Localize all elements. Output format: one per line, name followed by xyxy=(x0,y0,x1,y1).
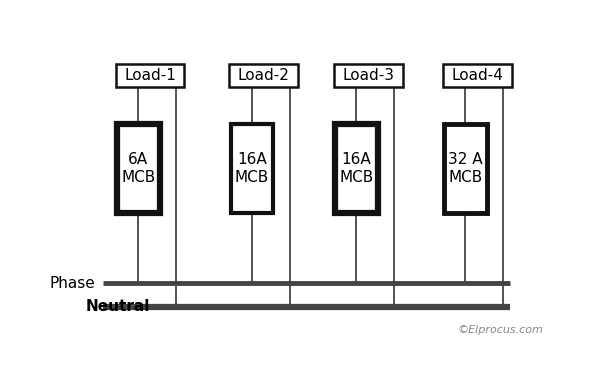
FancyBboxPatch shape xyxy=(230,64,298,87)
Text: Load-2: Load-2 xyxy=(238,68,290,83)
FancyBboxPatch shape xyxy=(334,64,403,87)
Text: 6A
MCB: 6A MCB xyxy=(121,152,155,185)
FancyBboxPatch shape xyxy=(335,124,378,213)
Text: Load-4: Load-4 xyxy=(451,68,503,83)
Text: ©Elprocus.com: ©Elprocus.com xyxy=(458,325,543,335)
Text: Load-1: Load-1 xyxy=(124,68,176,83)
Text: 16A
MCB: 16A MCB xyxy=(339,152,373,185)
Text: Neutral: Neutral xyxy=(86,300,151,314)
Text: Load-3: Load-3 xyxy=(342,68,394,83)
FancyBboxPatch shape xyxy=(116,64,184,87)
FancyBboxPatch shape xyxy=(443,64,512,87)
Text: Phase: Phase xyxy=(50,276,95,291)
FancyBboxPatch shape xyxy=(117,124,160,213)
FancyBboxPatch shape xyxy=(231,124,274,213)
FancyBboxPatch shape xyxy=(444,124,487,213)
Text: 32 A
MCB: 32 A MCB xyxy=(448,152,483,185)
Text: 16A
MCB: 16A MCB xyxy=(235,152,269,185)
